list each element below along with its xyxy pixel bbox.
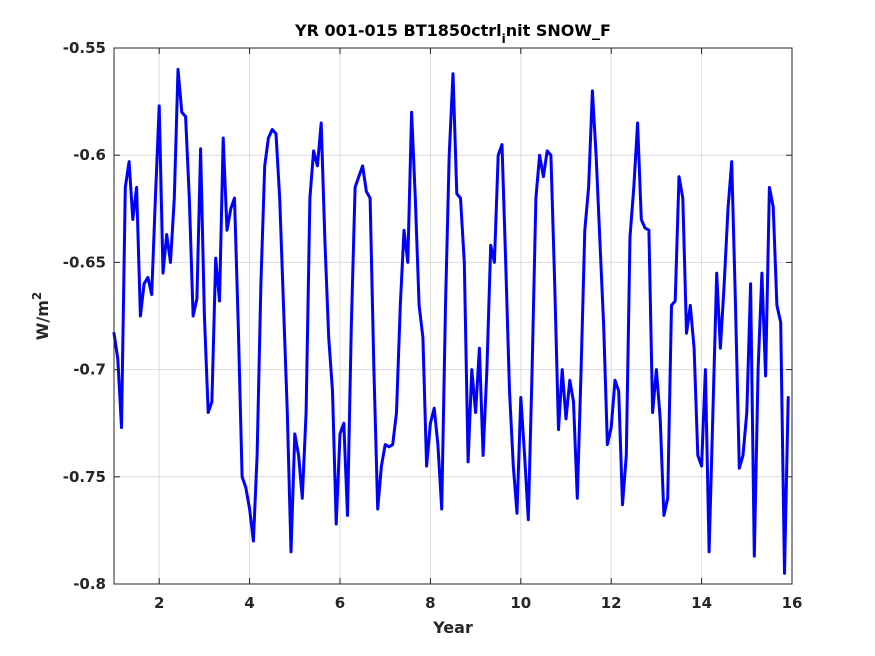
y-tick-label: -0.65 (63, 253, 106, 271)
plot-frame (113, 47, 793, 585)
series-line (112, 67, 790, 575)
y-tick-labels: -0.8 -0.75 -0.7 -0.65 -0.6 -0.55 (63, 39, 106, 593)
y-tick-label: -0.7 (73, 361, 106, 379)
title-suffix: nit SNOW_F (506, 21, 611, 40)
plot-background (114, 48, 792, 584)
x-tick-label: 16 (782, 594, 803, 612)
x-tick-label: 12 (601, 594, 622, 612)
y-tick-label: -0.6 (73, 146, 106, 164)
chart-title: YR 001-015 BT1850ctrlinit SNOW_F (294, 21, 611, 46)
x-tick-label: 10 (510, 594, 531, 612)
y-tick-label: -0.8 (73, 575, 106, 593)
x-axis-label: Year (432, 618, 473, 637)
x-tick-label: 2 (154, 594, 164, 612)
x-tick-label: 4 (244, 594, 254, 612)
y-axis-label-superscript: 2 (30, 292, 44, 300)
axis-ticks (114, 47, 793, 585)
series-layer (112, 67, 790, 575)
y-axis-label: W/m2 (30, 292, 52, 341)
y-tick-label: -0.75 (63, 468, 106, 486)
x-tick-label: 6 (335, 594, 345, 612)
y-tick-label: -0.55 (63, 39, 106, 57)
x-tick-label: 8 (425, 594, 435, 612)
x-tick-labels: 2 4 6 8 10 12 14 16 (154, 594, 802, 612)
x-tick-label: 14 (691, 594, 712, 612)
title-subscript: i (502, 32, 506, 46)
